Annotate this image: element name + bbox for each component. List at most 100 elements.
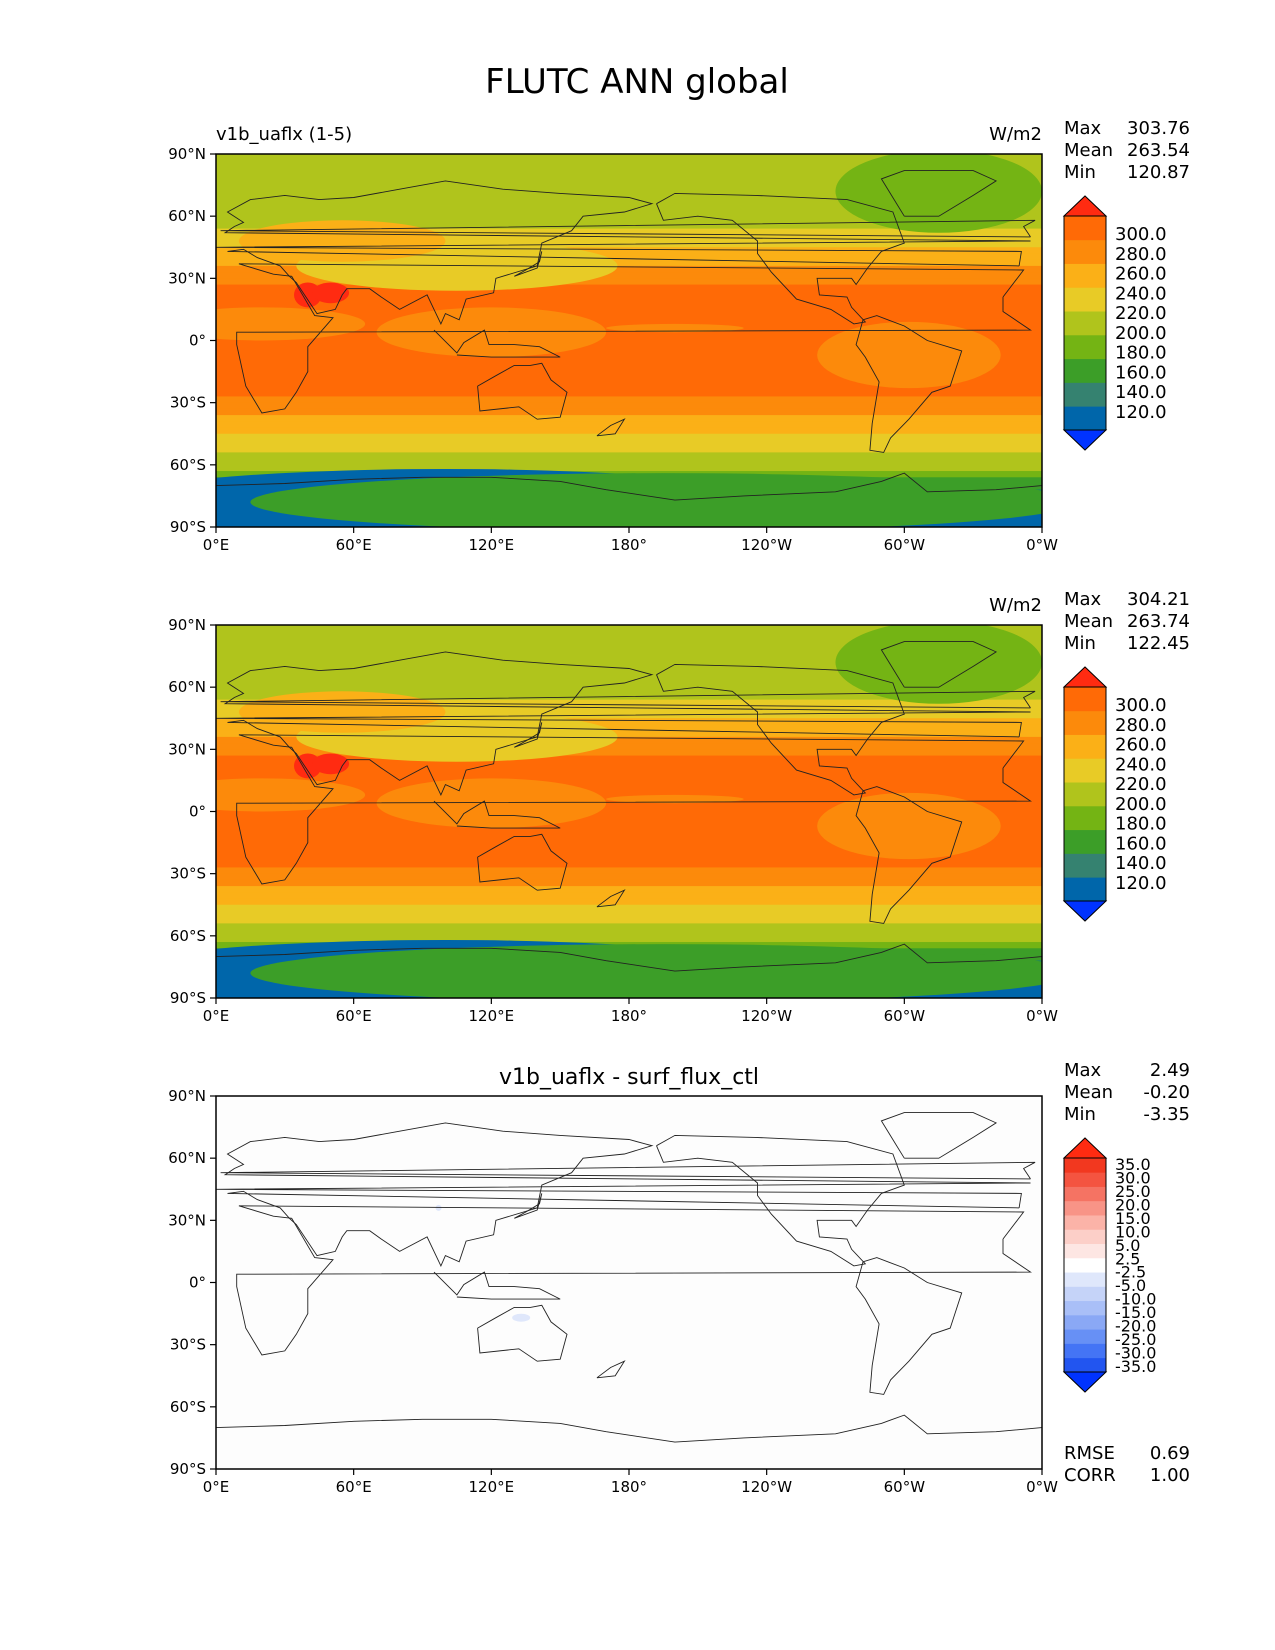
- colorbar-segment: [1064, 1200, 1106, 1216]
- y-tick-label: 90°N: [168, 1087, 206, 1105]
- field-band: [216, 625, 1042, 632]
- colorbar-segment: [1064, 829, 1106, 854]
- field-band: [216, 649, 1042, 657]
- diff-blob: [435, 1204, 442, 1211]
- y-tick-label: 60°N: [168, 207, 206, 225]
- y-tick-label: 60°N: [168, 1149, 206, 1167]
- map-panel-3: 0°E 60°E 120°E 180° 120°W 60°W 0°W 90°N 60°N 30°N…: [168, 1060, 1190, 1496]
- colorbar-segment: [1064, 311, 1106, 336]
- x-tick-label: 0°E: [203, 1007, 230, 1025]
- y-tick-label: 30°N: [168, 740, 206, 758]
- map-panel-1: 0°E 60°E 120°E 180° 120°W 60°W 0°W 90°N 60°N 30°N…: [168, 118, 1190, 554]
- coastline: [236, 263, 1032, 414]
- y-tick-label: 0°: [189, 1274, 206, 1292]
- coastline: [477, 833, 568, 891]
- y-tick-label: 90°S: [170, 518, 206, 536]
- field-band: [216, 278, 1042, 286]
- coastline: [656, 663, 905, 796]
- stat-value: 120.87: [1127, 162, 1190, 183]
- field-band: [216, 861, 1042, 869]
- field-feature: [312, 753, 350, 775]
- stat-value: 1.00: [1150, 1465, 1190, 1486]
- field-band: [216, 898, 1042, 906]
- colorbar-segment: [1064, 687, 1106, 712]
- field-band: [216, 365, 1042, 373]
- stat-label: Max: [1064, 589, 1102, 610]
- field-band: [216, 178, 1042, 186]
- field-band: [216, 346, 1042, 354]
- map-panel-2: 0°E 60°E 120°E 180° 120°W 60°W 0°W 90°N 60°N 30°N…: [168, 589, 1190, 1025]
- field-feature: [250, 944, 1042, 998]
- stat-value: 263.74: [1127, 611, 1190, 632]
- field-band: [216, 917, 1042, 924]
- stat-label: Mean: [1064, 140, 1113, 161]
- field-feature: [250, 473, 1042, 527]
- coastline: [855, 1257, 963, 1395]
- coastline: [656, 192, 905, 325]
- field-feature: [238, 220, 446, 262]
- field-band: [216, 929, 1042, 937]
- field-feature: [606, 323, 744, 333]
- field-band: [216, 464, 1042, 472]
- map-field: [216, 625, 1042, 998]
- colorbar-label: 240.0: [1115, 754, 1167, 775]
- x-tick-label: 120°E: [469, 536, 515, 554]
- field-band: [216, 680, 1042, 688]
- field-band: [216, 780, 1042, 788]
- field-feature: [817, 321, 1001, 389]
- field-band: [216, 396, 1042, 404]
- colorbar-label: 260.0: [1115, 264, 1167, 285]
- colorbar-segment: [1064, 877, 1106, 902]
- colorbar-label: 120.0: [1115, 873, 1167, 894]
- field-band: [216, 855, 1042, 862]
- colorbar-label: 200.0: [1115, 323, 1167, 344]
- coastline: [216, 943, 1042, 972]
- stat-value: 0.69: [1150, 1443, 1190, 1464]
- field-band: [216, 823, 1042, 831]
- field-band: [216, 384, 1042, 391]
- coastline: [477, 362, 568, 420]
- field-band: [216, 879, 1042, 887]
- field-band: [216, 830, 1042, 837]
- coastline: [220, 219, 1036, 238]
- colorbar-frame: [1063, 1157, 1107, 1373]
- x-tick-label: 0°W: [1026, 1007, 1058, 1025]
- field-band: [216, 259, 1042, 267]
- colorbar-extend-min: [1062, 1371, 1108, 1393]
- y-tick-label: 90°S: [170, 1460, 206, 1478]
- field-feature: [376, 778, 607, 829]
- coastline: [433, 1271, 561, 1300]
- colorbar-label: 300.0: [1115, 224, 1167, 245]
- coastline: [236, 734, 1032, 885]
- colorbar-label: 240.0: [1115, 283, 1167, 304]
- x-tick-label: 0°W: [1026, 536, 1058, 554]
- field-band: [216, 662, 1042, 670]
- field-band: [216, 867, 1042, 875]
- colorbar-extend-min: [1062, 900, 1108, 922]
- coastline: [433, 800, 561, 829]
- coastline: [596, 889, 626, 908]
- stat-label: Min: [1064, 162, 1096, 183]
- stat-label: Mean: [1064, 1082, 1113, 1103]
- stat-label: Max: [1064, 1060, 1102, 1081]
- colorbar-segment: [1064, 1158, 1106, 1173]
- colorbar-segment: [1064, 782, 1106, 807]
- field-band: [216, 699, 1042, 707]
- coastline: [514, 251, 543, 277]
- stat-label: Mean: [1064, 611, 1113, 632]
- map-field-background: [216, 1096, 1042, 1469]
- colorbar-segment: [1064, 1215, 1106, 1230]
- field-band: [216, 718, 1042, 726]
- field-band: [216, 216, 1042, 223]
- coastline: [216, 472, 1042, 501]
- coastline: [477, 1304, 568, 1362]
- colorbar-segment: [1064, 216, 1106, 241]
- field-band: [216, 656, 1042, 663]
- colorbar-segment: [1064, 334, 1106, 360]
- colorbar-label: 300.0: [1115, 695, 1167, 716]
- coastlines: [216, 1112, 1042, 1443]
- colorbar-label: 35.0: [1115, 1155, 1151, 1174]
- y-tick-label: 90°S: [170, 989, 206, 1007]
- colorbar-label: 25.0: [1115, 1182, 1151, 1201]
- colorbar-label: 10.0: [1115, 1222, 1151, 1241]
